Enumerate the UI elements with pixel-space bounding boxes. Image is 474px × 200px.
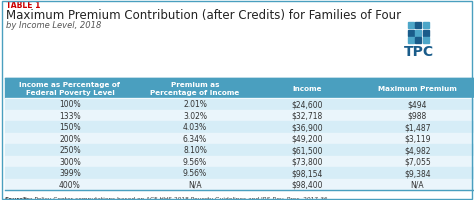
Text: $49,200: $49,200: [292, 134, 323, 143]
Bar: [423, 38, 429, 44]
Bar: [5, 167, 474, 179]
Text: $98,400: $98,400: [292, 180, 323, 189]
Bar: [5, 99, 474, 110]
Text: $36,900: $36,900: [292, 123, 323, 132]
Text: 9.56%: 9.56%: [183, 168, 207, 177]
Text: N/A: N/A: [410, 180, 424, 189]
Bar: [5, 133, 474, 144]
Text: 400%: 400%: [59, 180, 81, 189]
Text: $7,055: $7,055: [404, 157, 431, 166]
Bar: [5, 144, 474, 156]
Bar: [5, 179, 474, 190]
Text: 4.03%: 4.03%: [183, 123, 207, 132]
Bar: [423, 23, 429, 29]
Text: Tax Policy Center computations based on ACF HHS 2018 Poverty Guidelines and IRS : Tax Policy Center computations based on …: [21, 196, 329, 200]
Bar: [5, 79, 474, 99]
Text: $988: $988: [408, 111, 427, 120]
Text: 6.34%: 6.34%: [183, 134, 207, 143]
Text: $1,487: $1,487: [404, 123, 431, 132]
Text: TPC: TPC: [403, 45, 434, 59]
Text: 300%: 300%: [59, 157, 81, 166]
Text: $3,119: $3,119: [404, 134, 431, 143]
Text: $494: $494: [408, 100, 427, 109]
Text: $4,982: $4,982: [404, 146, 431, 154]
Bar: [5, 121, 474, 133]
Bar: [5, 156, 474, 167]
Bar: [423, 30, 429, 36]
Bar: [416, 23, 421, 29]
Text: Premium as
Percentage of Income: Premium as Percentage of Income: [150, 82, 240, 96]
Text: $61,500: $61,500: [292, 146, 323, 154]
Text: Maximum Premium Contribution (after Credits) for Families of Four: Maximum Premium Contribution (after Cred…: [6, 9, 401, 22]
Text: N/A: N/A: [188, 180, 202, 189]
Text: Income: Income: [293, 86, 322, 92]
Text: $9,384: $9,384: [404, 168, 431, 177]
Bar: [416, 38, 421, 44]
Text: TABLE 1: TABLE 1: [6, 1, 40, 10]
Text: $98,154: $98,154: [292, 168, 323, 177]
Text: 200%: 200%: [59, 134, 81, 143]
Text: 250%: 250%: [59, 146, 81, 154]
Bar: [408, 38, 414, 44]
Text: 100%: 100%: [59, 100, 81, 109]
Text: 8.10%: 8.10%: [183, 146, 207, 154]
Bar: [416, 30, 421, 36]
Text: $73,800: $73,800: [292, 157, 323, 166]
Text: by Income Level, 2018: by Income Level, 2018: [6, 21, 101, 30]
Text: 133%: 133%: [59, 111, 81, 120]
Text: $32,718: $32,718: [292, 111, 323, 120]
Text: 150%: 150%: [59, 123, 81, 132]
Bar: [408, 30, 414, 36]
Bar: [5, 110, 474, 121]
Text: 3.02%: 3.02%: [183, 111, 207, 120]
Text: 2.01%: 2.01%: [183, 100, 207, 109]
Text: $24,600: $24,600: [292, 100, 323, 109]
Text: Maximum Premium: Maximum Premium: [378, 86, 457, 92]
Text: 399%: 399%: [59, 168, 81, 177]
Text: Source:: Source:: [5, 196, 30, 200]
Text: Income as Percentage of
Federal Poverty Level: Income as Percentage of Federal Poverty …: [19, 82, 120, 96]
Bar: [408, 23, 414, 29]
Text: 9.56%: 9.56%: [183, 157, 207, 166]
